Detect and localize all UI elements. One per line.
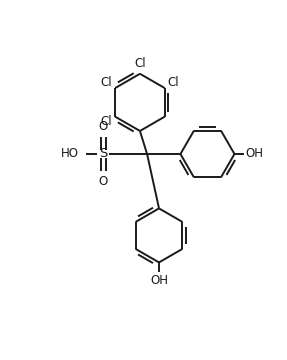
Text: HO: HO <box>61 148 79 161</box>
Text: Cl: Cl <box>168 76 179 89</box>
Text: O: O <box>99 175 108 188</box>
Text: S: S <box>99 148 108 161</box>
Text: OH: OH <box>246 148 263 161</box>
Text: Cl: Cl <box>100 115 112 128</box>
Text: OH: OH <box>150 274 168 287</box>
Text: Cl: Cl <box>134 57 146 70</box>
Text: Cl: Cl <box>100 76 112 89</box>
Text: O: O <box>99 120 108 133</box>
